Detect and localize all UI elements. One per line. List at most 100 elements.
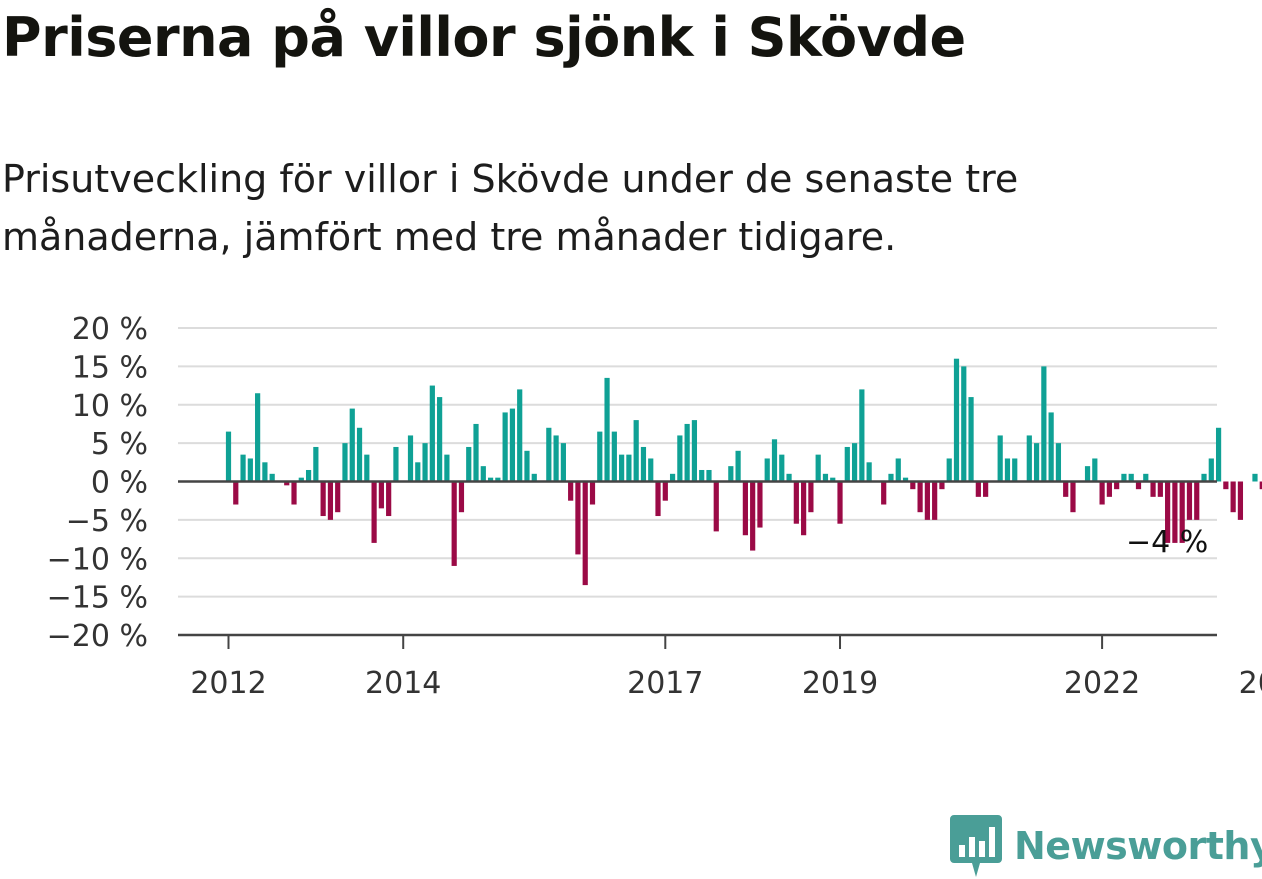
bar [677, 435, 683, 482]
bar [1070, 481, 1076, 513]
y-tick-label: −10 % [47, 542, 148, 577]
x-tick-label: 2024 [1239, 666, 1262, 701]
chart-title: Priserna på villor sjönk i Skövde [2, 6, 966, 69]
bar [808, 481, 814, 513]
bar [487, 477, 494, 482]
bar [386, 481, 392, 517]
bar [531, 473, 537, 482]
bar [1128, 473, 1134, 482]
bar [902, 477, 909, 482]
bar [997, 435, 1003, 482]
bar [771, 439, 778, 482]
bar [320, 481, 326, 517]
bar [1106, 481, 1112, 497]
bar [1186, 481, 1193, 520]
bar [269, 473, 275, 482]
bar [233, 481, 239, 505]
bar [779, 454, 785, 482]
bar [517, 389, 523, 482]
bar [924, 481, 930, 520]
bar [757, 481, 763, 528]
bar [1223, 481, 1229, 490]
y-tick-label: 5 % [91, 427, 148, 462]
bar [830, 477, 836, 482]
bar [1143, 473, 1149, 482]
y-tick-label: 10 % [72, 389, 148, 424]
bar [815, 454, 821, 482]
bar [553, 435, 559, 482]
bar [953, 358, 960, 482]
bar [604, 377, 610, 482]
bar [589, 481, 596, 505]
bar [597, 431, 603, 482]
brand-logo: Newsworthy [950, 815, 1262, 877]
bar [1215, 427, 1222, 482]
bar [851, 443, 858, 482]
bar [240, 454, 246, 482]
bar [327, 481, 334, 520]
bar [480, 466, 486, 482]
bar [968, 397, 974, 482]
bar [458, 481, 465, 513]
bar [298, 477, 304, 482]
bar [655, 481, 661, 517]
newsworthy-logo-icon [950, 815, 1002, 877]
y-tick-label: −20 % [47, 619, 148, 654]
x-tick-label: 2017 [627, 666, 703, 701]
bar [633, 420, 639, 482]
bar [473, 423, 479, 482]
y-tick-label: 15 % [72, 350, 148, 385]
x-tick-label: 2012 [190, 666, 266, 701]
bar [1092, 458, 1098, 482]
bar [371, 481, 377, 543]
bar-chart: 20 %15 % 10 %5 % 0 %−5 %−10 % −15 %−20 % 201… [47, 312, 1262, 701]
bar [684, 423, 690, 482]
bar [1026, 435, 1032, 482]
bar [1114, 481, 1120, 490]
x-tick-label: 2019 [802, 666, 878, 701]
bar [451, 481, 457, 566]
bar [407, 435, 414, 482]
bar [429, 385, 435, 482]
bar [939, 481, 945, 490]
bar [422, 443, 428, 482]
bar [1084, 466, 1091, 482]
bar [1179, 481, 1185, 543]
y-tick-label: −15 % [47, 581, 148, 616]
bar [1033, 443, 1040, 482]
bar [669, 473, 676, 482]
x-tick-label: 2022 [1064, 666, 1140, 701]
bar [356, 427, 363, 482]
bar [1012, 458, 1018, 482]
y-tick-label: 20 % [72, 312, 148, 347]
bar [983, 481, 989, 497]
bar [1099, 481, 1105, 505]
y-tick-label: −5 % [66, 504, 148, 539]
bar [524, 450, 530, 482]
bar [1201, 473, 1207, 482]
x-tick-label: 2014 [365, 666, 441, 701]
bar [1150, 481, 1156, 497]
chart-subtitle: Prisutveckling för villor i Skövde under… [2, 157, 1019, 259]
bar [648, 458, 654, 482]
bar [626, 454, 632, 482]
bar [750, 481, 756, 551]
bar [881, 481, 887, 505]
bar [1230, 481, 1236, 513]
bar [378, 481, 384, 509]
bar [1041, 366, 1047, 482]
bar [662, 481, 668, 501]
bar [291, 481, 297, 505]
bar [1063, 481, 1069, 497]
bar [910, 481, 916, 490]
bar [866, 462, 872, 482]
bar [844, 446, 850, 482]
bar [582, 481, 588, 586]
bar [495, 477, 501, 482]
brand-name: Newsworthy [1014, 824, 1262, 868]
bar [1259, 481, 1262, 490]
bar [437, 397, 443, 482]
bar [735, 450, 741, 482]
bar [961, 366, 967, 482]
bar [568, 481, 574, 501]
